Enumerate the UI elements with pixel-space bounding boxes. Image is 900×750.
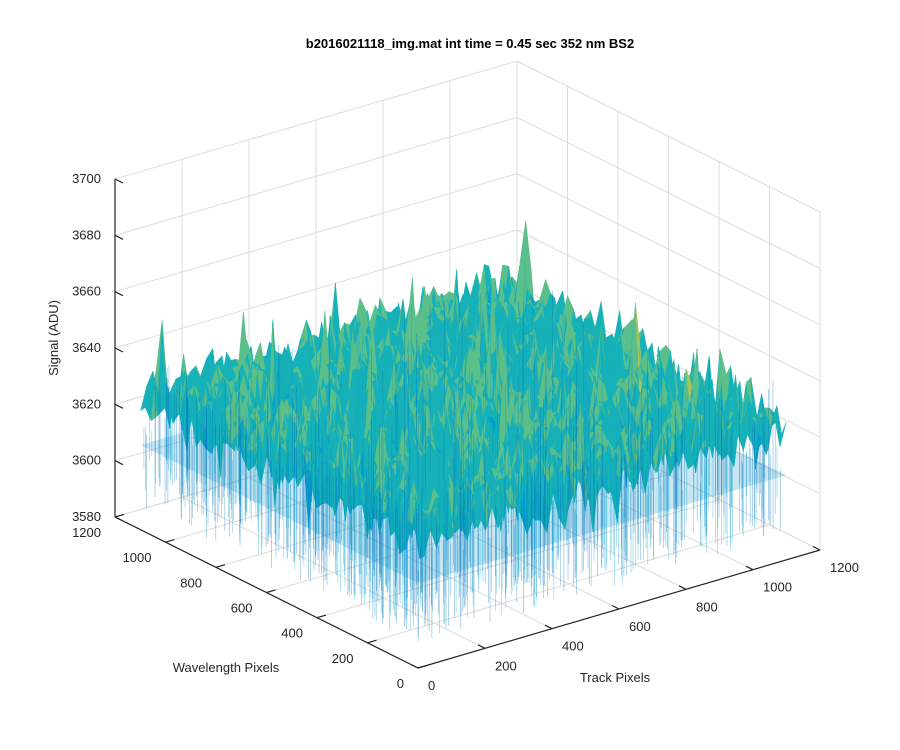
y-tick (266, 589, 276, 594)
y-tick-label: 1000 (123, 550, 152, 565)
x-tick (544, 624, 553, 630)
y-tick-label: 1200 (72, 525, 101, 540)
ticks-layer: 0 200 400 600 800 1000 1200 0 200 400 600 800 1000 12… (72, 171, 859, 693)
grid-line (367, 524, 770, 644)
y-tick-label: 400 (281, 626, 303, 641)
x-tick (812, 545, 821, 551)
z-tick-label: 3580 (72, 509, 101, 524)
surface-layer (140, 220, 787, 642)
grid-line (114, 60, 518, 180)
z-axis-label: Signal (ADU) (46, 300, 61, 376)
x-axis-label: Track Pixels (580, 670, 651, 685)
y-tick (165, 538, 175, 543)
y-tick-label: 200 (332, 651, 354, 666)
grid-line (516, 60, 821, 213)
x-tick-label: 800 (696, 599, 718, 614)
z-tick (114, 460, 124, 466)
z-tick (114, 403, 124, 409)
z-tick (114, 516, 124, 522)
grid-line (114, 116, 518, 236)
z-tick-label: 3640 (72, 340, 101, 355)
x-tick-label: 0 (428, 678, 435, 693)
z-tick (114, 178, 124, 184)
x-tick (410, 663, 419, 669)
x-tick (611, 604, 620, 610)
y-tick-label: 800 (180, 575, 202, 590)
y-tick (417, 664, 428, 669)
y-tick-label: 0 (397, 676, 404, 691)
z-tick (114, 234, 124, 240)
y-axis-label: Wavelength Pixels (173, 660, 280, 675)
z-tick-label: 3660 (72, 284, 101, 299)
grid-line (114, 173, 518, 293)
x-tick-label: 400 (562, 639, 584, 654)
y-tick (367, 639, 377, 644)
y-tick (316, 614, 327, 619)
x-tick-label: 200 (495, 658, 517, 673)
grid-line (114, 229, 518, 349)
chart-title: b2016021118_img.mat int time = 0.45 sec … (306, 36, 634, 51)
z-tick (114, 347, 124, 353)
z-tick-label: 3680 (72, 227, 101, 242)
x-tick-label: 600 (629, 619, 651, 634)
x-tick (477, 644, 486, 649)
z-tick-label: 3700 (72, 171, 101, 186)
y-tick (215, 564, 226, 568)
grid-line (516, 116, 821, 269)
grid-line (516, 173, 821, 326)
x-tick (678, 585, 687, 590)
z-tick (114, 291, 124, 297)
y-tick-label: 600 (231, 601, 253, 616)
grid-line (516, 229, 821, 382)
surface-patch (775, 421, 787, 447)
x-tick-label: 1200 (830, 560, 859, 575)
z-tick-label: 3600 (72, 453, 101, 468)
y-tick (114, 513, 125, 518)
x-tick-label: 1000 (763, 580, 792, 595)
z-tick-label: 3620 (72, 396, 101, 411)
x-tick (745, 565, 754, 571)
